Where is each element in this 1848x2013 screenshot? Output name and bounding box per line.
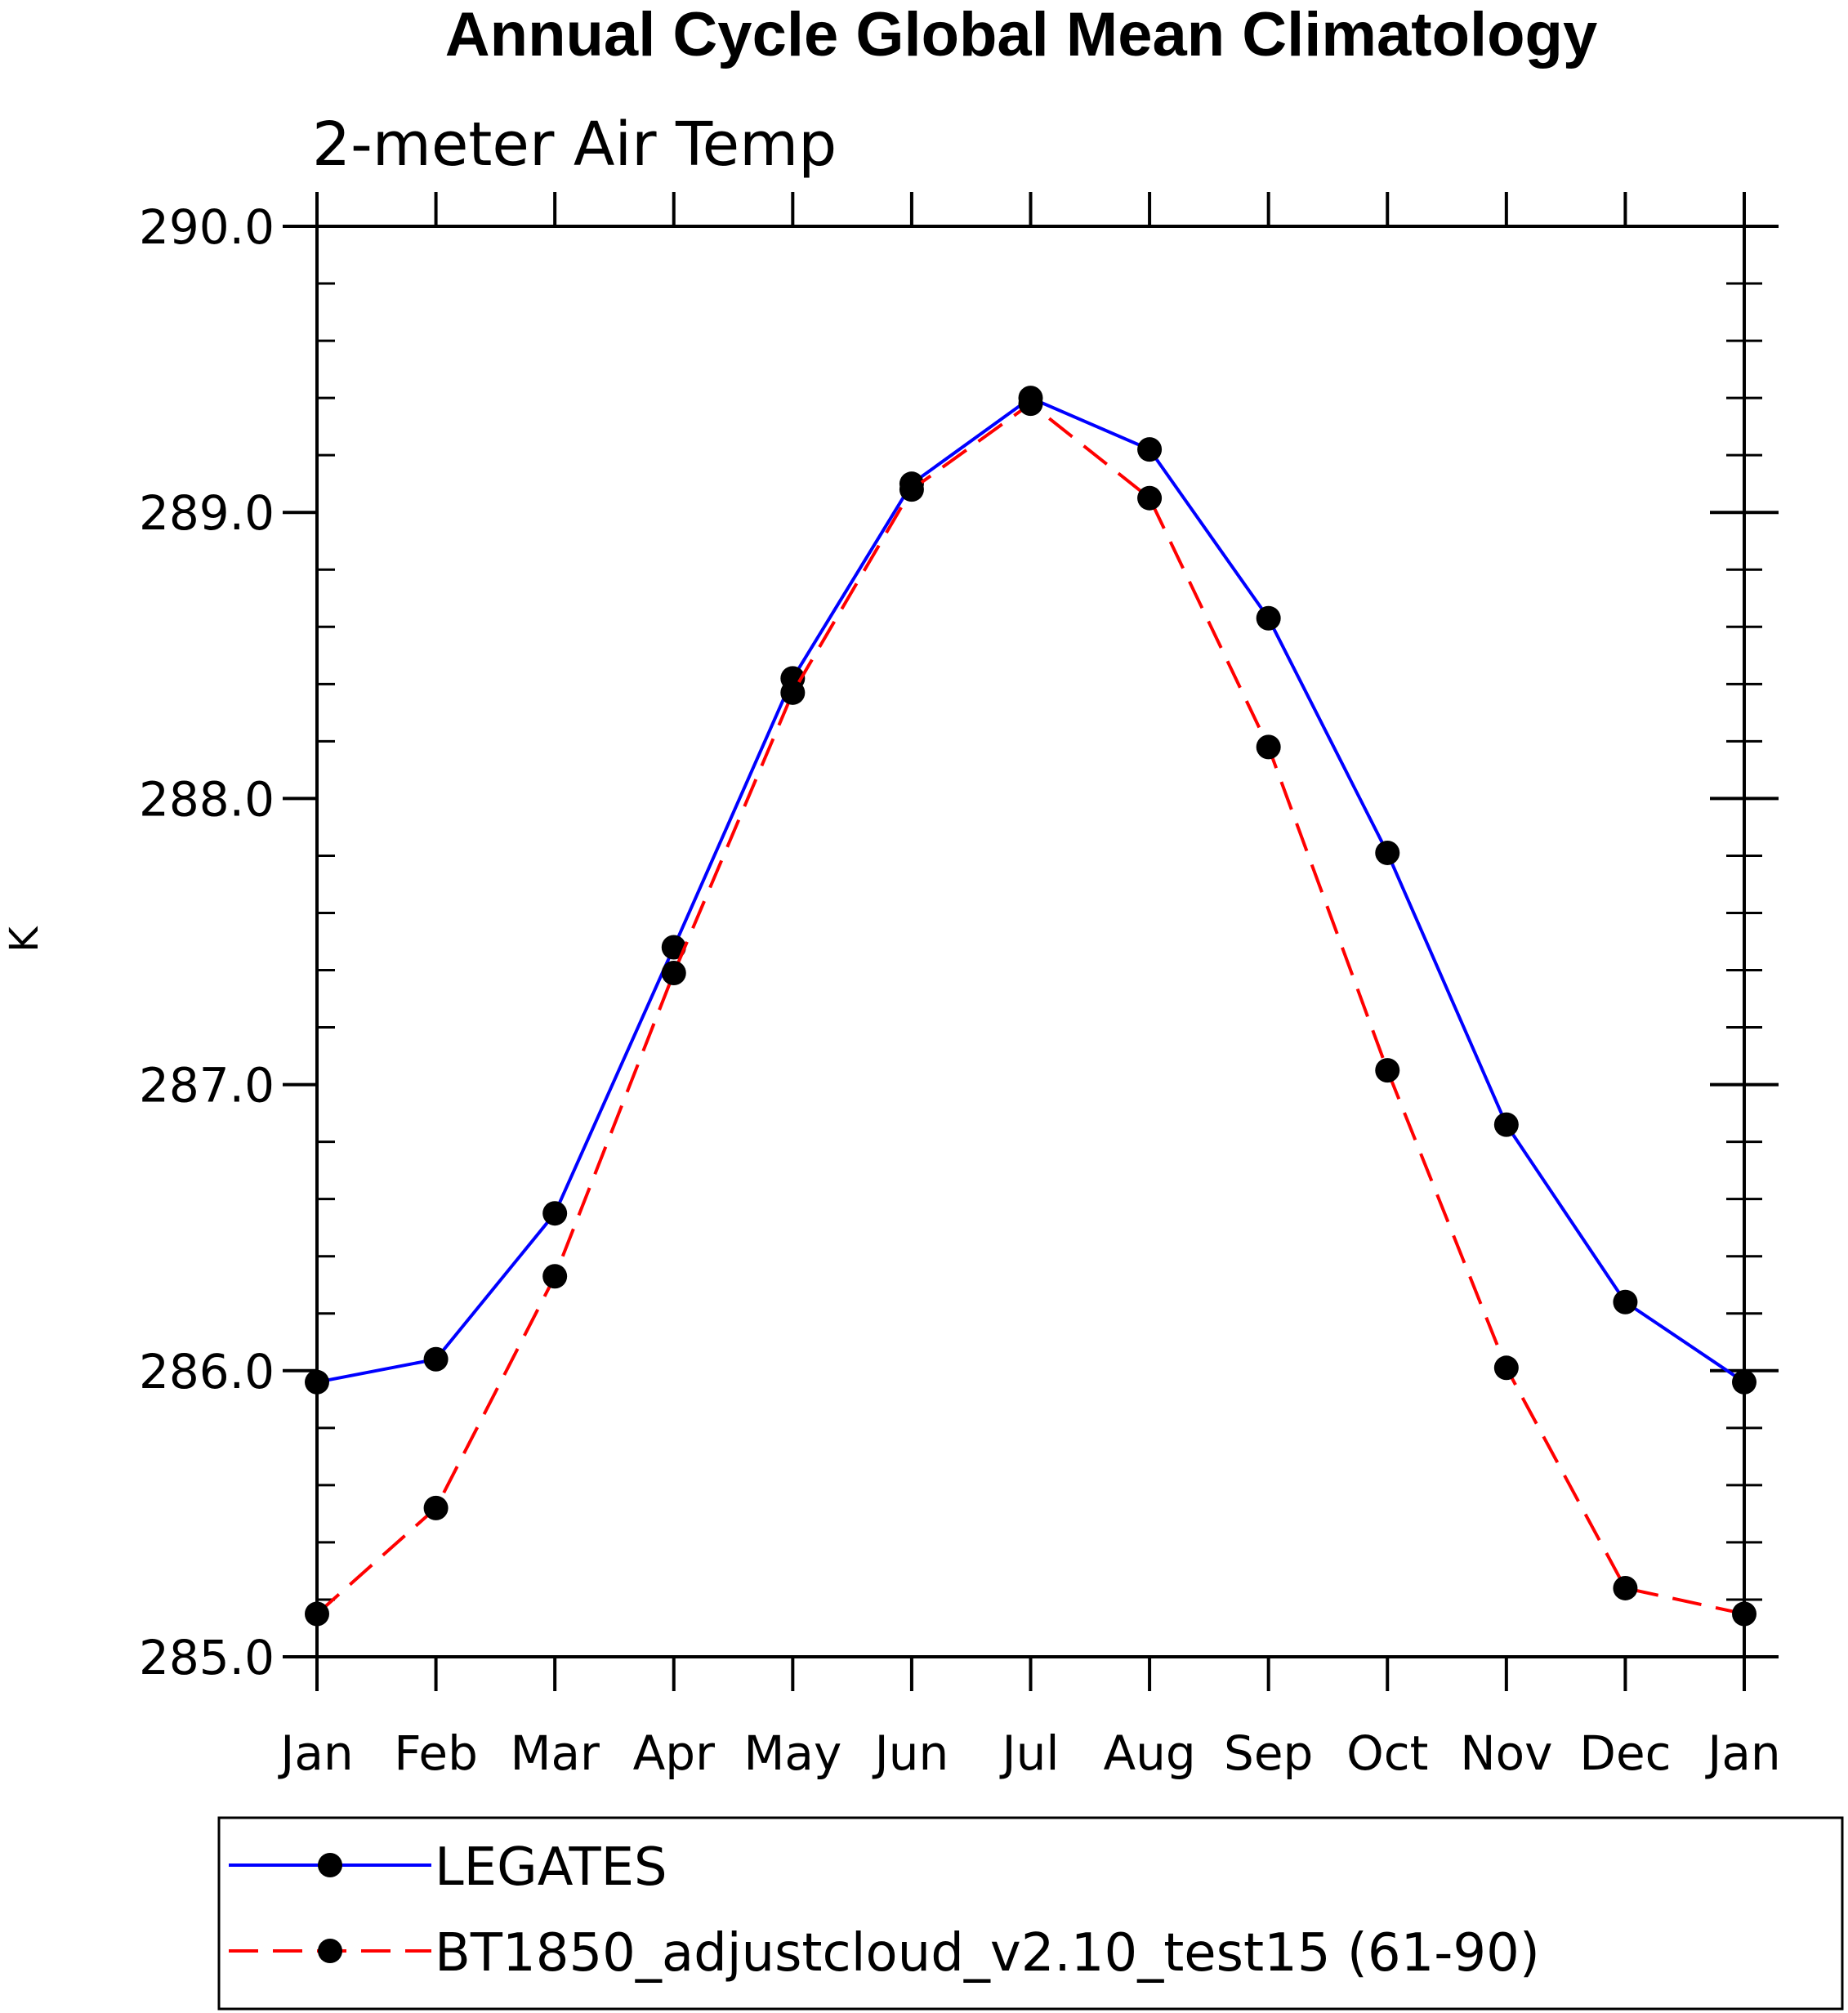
legend-box <box>217 1816 1844 2011</box>
x-tick-label: Feb <box>394 1725 478 1781</box>
series-line-2 <box>315 401 1745 1616</box>
series-1-point <box>1613 1289 1638 1314</box>
series-1-point <box>1493 1112 1519 1137</box>
x-tick-label: Jul <box>1000 1725 1060 1781</box>
y-tick-label: 290.0 <box>139 199 275 255</box>
series-2-point <box>780 680 806 705</box>
series-2-point <box>899 477 924 502</box>
legend-marker-2 <box>318 1939 342 1963</box>
chart-subtitle: 2-meter Air Temp <box>312 109 837 180</box>
series-2-point <box>661 961 686 986</box>
x-tick-label: Dec <box>1579 1725 1671 1781</box>
x-tick-label: Oct <box>1346 1725 1428 1781</box>
series-1-point <box>1137 437 1163 462</box>
series-1-point <box>1256 605 1281 631</box>
series-1-point <box>423 1346 449 1372</box>
x-tick-label: Jun <box>873 1725 949 1781</box>
legend: LEGATES BT1850_adjustcloud_v2.10_test15 (… <box>217 1816 1844 2011</box>
y-tick-label: 285.0 <box>139 1630 275 1685</box>
series-2-point <box>423 1495 449 1520</box>
chart-title: Annual Cycle Global Mean Climatology <box>445 0 1597 69</box>
series-1-point <box>1375 840 1400 865</box>
legend-marker-1 <box>318 1853 342 1877</box>
x-tick-label: Mar <box>510 1725 600 1781</box>
series-2-point <box>1256 734 1281 760</box>
legend-label-1: LEGATES <box>435 1837 667 1898</box>
series-layer <box>305 386 1756 1627</box>
legend-label-2: BT1850_adjustcloud_v2.10_test15 (61-90) <box>435 1923 1540 1984</box>
y-axis-label: K <box>2 926 47 953</box>
x-tick-label: Aug <box>1103 1725 1195 1781</box>
series-2-point <box>1493 1355 1519 1381</box>
series-line-1 <box>316 395 1746 1384</box>
x-tick-label: Nov <box>1460 1725 1552 1781</box>
series-2-point <box>1137 485 1163 511</box>
series-2-point <box>1613 1575 1638 1600</box>
x-tick-label: Jan <box>1705 1725 1780 1781</box>
series-1-point <box>542 1201 568 1226</box>
y-tick-label: 289.0 <box>139 485 275 541</box>
x-tick-label: Jan <box>278 1725 353 1781</box>
y-tick-label: 286.0 <box>139 1344 275 1399</box>
series-2-point <box>1018 391 1043 417</box>
x-tick-label: Apr <box>633 1725 715 1781</box>
y-tick-label: 287.0 <box>139 1058 275 1114</box>
plot-frame <box>315 225 1746 1658</box>
series-2-point <box>542 1264 568 1289</box>
series-1-point <box>661 935 686 960</box>
series-2-point <box>1375 1058 1400 1083</box>
y-tick-label: 288.0 <box>139 771 275 827</box>
x-tick-label: Sep <box>1224 1725 1313 1781</box>
x-tick-label: May <box>743 1725 841 1781</box>
axis-ticks: Jan Feb Mar Apr May Jun Jul Aug Sep Oct Nov Dec Jan2… <box>139 192 1781 1781</box>
